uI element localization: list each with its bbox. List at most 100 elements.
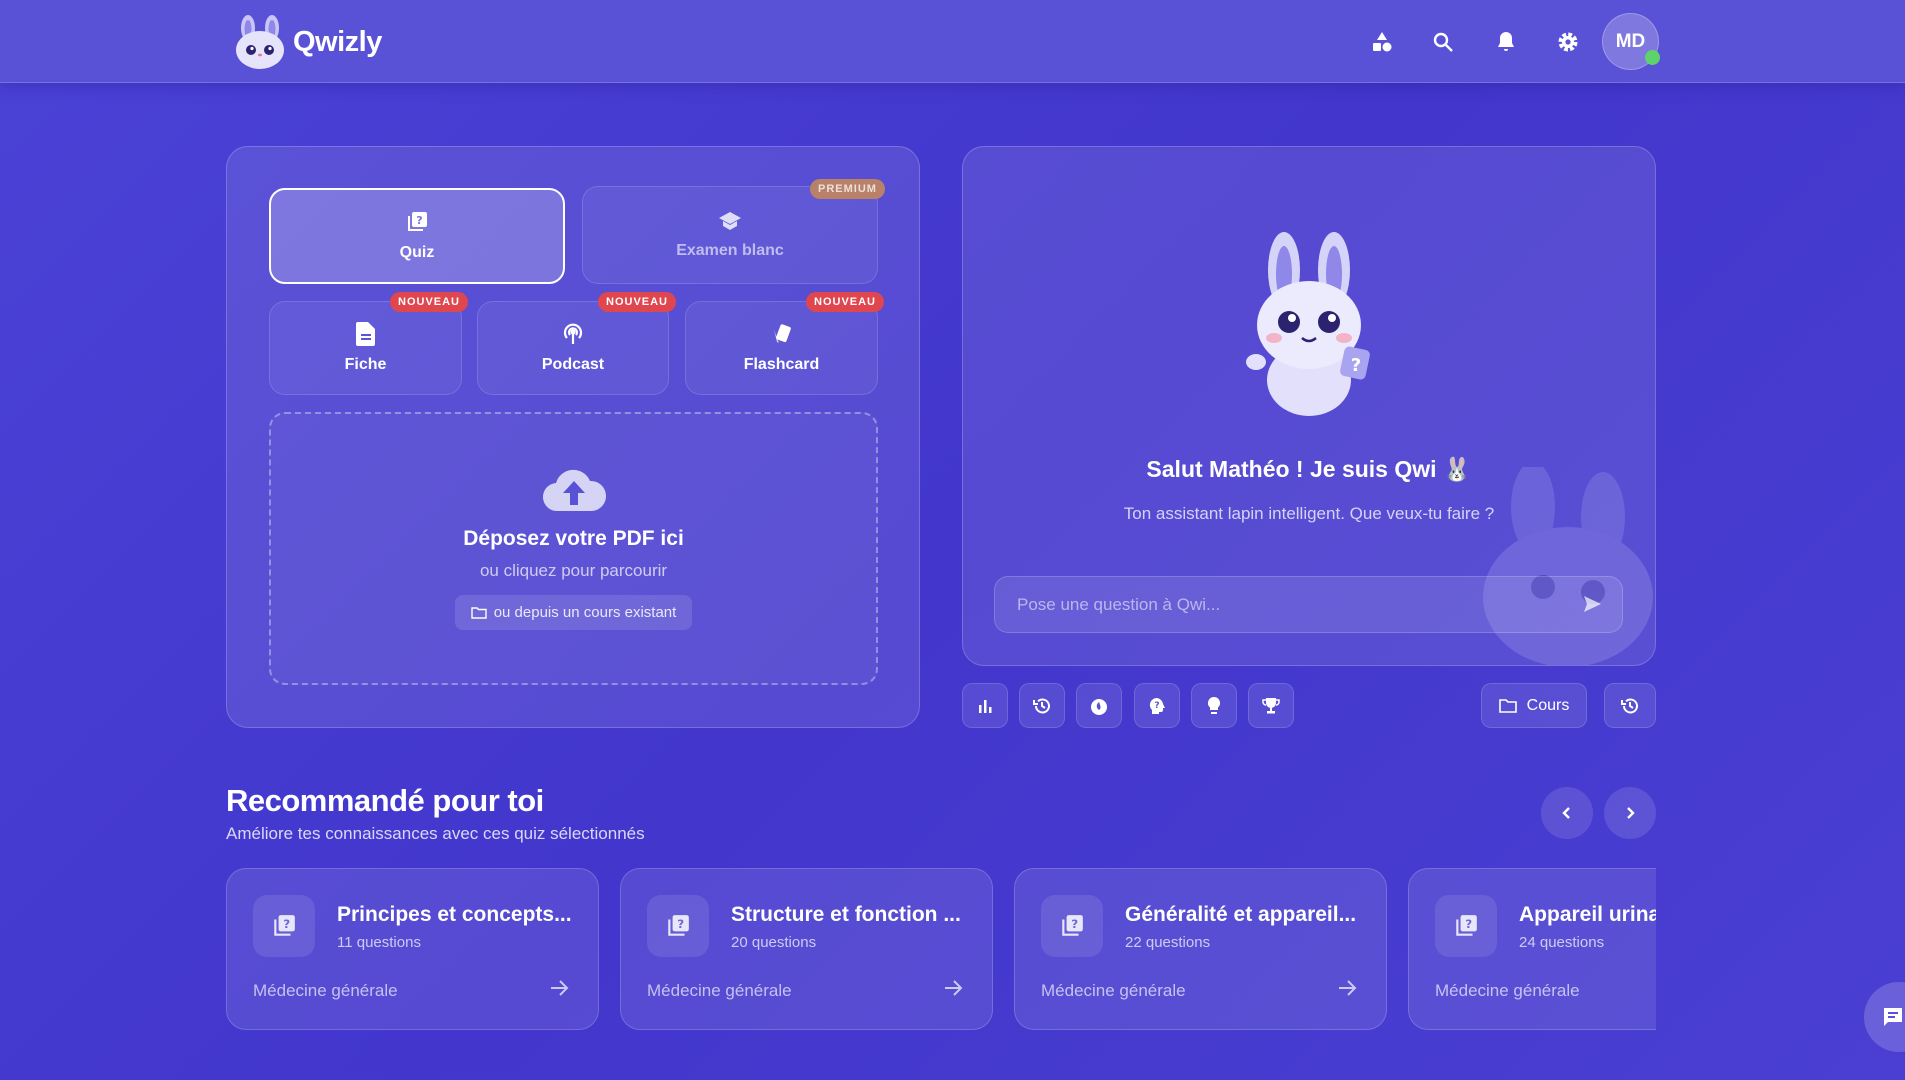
- cloud-upload-icon: [542, 469, 606, 512]
- history-button[interactable]: [1019, 683, 1065, 728]
- fire-icon: [1091, 698, 1107, 715]
- assistant-subtitle: Ton assistant lapin intelligent. Que veu…: [1123, 504, 1495, 523]
- existing-course-button[interactable]: ou depuis un cours existant: [454, 595, 693, 630]
- quiz-card[interactable]: ? Appareil urina 24 questions Médecine g…: [1408, 868, 1656, 1030]
- cards-icon: [773, 324, 791, 343]
- brain-quiz-button[interactable]: ?: [1134, 683, 1180, 728]
- arrow-right-icon[interactable]: [942, 977, 964, 1004]
- mode-fiche[interactable]: Fiche: [269, 301, 462, 395]
- quiz-icon: ?: [253, 895, 315, 957]
- mode-podcast[interactable]: Podcast: [477, 301, 669, 395]
- nouveau-badge: NOUVEAU: [806, 292, 885, 312]
- card-question-count: 20 questions: [731, 934, 817, 951]
- quiz-icon: ?: [1041, 895, 1103, 957]
- send-icon[interactable]: [1582, 594, 1602, 619]
- mode-examen-blanc[interactable]: Examen blanc: [582, 186, 878, 284]
- card-question-count: 11 questions: [337, 934, 421, 951]
- chat-icon: [1884, 1008, 1902, 1026]
- arrow-right-icon[interactable]: [548, 977, 570, 1004]
- card-category: Médecine générale: [1435, 981, 1580, 1000]
- brain-question-icon: ?: [1149, 697, 1165, 714]
- folder-icon: [470, 607, 487, 619]
- streak-button[interactable]: [1076, 683, 1122, 728]
- ask-qwi-input[interactable]: [994, 576, 1623, 633]
- graduation-cap-icon: [719, 212, 741, 230]
- recommended-subtitle: Améliore tes connaissances avec ces quiz…: [226, 824, 645, 843]
- history-icon: [1033, 698, 1050, 713]
- user-avatar[interactable]: MD: [1602, 13, 1660, 70]
- arrow-right-icon[interactable]: [1336, 977, 1358, 1004]
- drop-subtitle: ou cliquez pour parcourir: [479, 561, 668, 580]
- lightbulb-icon: [1207, 696, 1221, 714]
- bell-icon[interactable]: [1486, 22, 1526, 62]
- quiz-card[interactable]: ? Structure et fonction ... 20 questions…: [620, 868, 993, 1030]
- premium-badge: PREMIUM: [810, 179, 885, 199]
- svg-text:?: ?: [1351, 355, 1361, 376]
- shapes-icon[interactable]: [1362, 22, 1402, 62]
- carousel-prev-button[interactable]: [1541, 787, 1593, 839]
- online-status-dot: [1645, 50, 1660, 65]
- trophy-button[interactable]: [1248, 683, 1294, 728]
- card-title: Généralité et appareil...: [1125, 903, 1357, 926]
- svg-text:?: ?: [1465, 917, 1472, 931]
- gear-icon[interactable]: [1548, 22, 1588, 62]
- chevron-left-icon: [1562, 807, 1570, 819]
- card-category: Médecine générale: [1041, 981, 1186, 1000]
- mode-label: Examen blanc: [676, 242, 784, 259]
- stats-button[interactable]: [962, 683, 1008, 728]
- brand-name: Qwizly: [293, 25, 382, 58]
- mode-label: Quiz: [399, 244, 435, 261]
- mode-quiz[interactable]: ? Quiz: [269, 188, 565, 284]
- chevron-right-icon: [1627, 807, 1635, 819]
- brand-logo[interactable]: Qwizly: [233, 14, 382, 70]
- quiz-icon: ?: [647, 895, 709, 957]
- file-icon: [355, 322, 375, 346]
- svg-text:?: ?: [283, 917, 290, 931]
- card-category: Médecine générale: [647, 981, 792, 1000]
- svg-text:?: ?: [1154, 701, 1159, 711]
- mode-flashcard[interactable]: Flashcard: [685, 301, 878, 395]
- avatar-initials: MD: [1615, 30, 1646, 52]
- quiz-card[interactable]: ? Principes et concepts... 11 questions …: [226, 868, 599, 1030]
- card-question-count: 24 questions: [1519, 934, 1605, 951]
- card-title: Appareil urina: [1519, 903, 1656, 926]
- folder-icon: [1498, 699, 1517, 713]
- nouveau-badge: NOUVEAU: [390, 292, 469, 312]
- svg-text:?: ?: [416, 214, 422, 227]
- podcast-icon: [563, 323, 583, 344]
- svg-text:?: ?: [1071, 917, 1078, 931]
- tips-button[interactable]: [1191, 683, 1237, 728]
- existing-course-label: ou depuis un cours existant: [493, 604, 677, 621]
- card-category: Médecine générale: [253, 981, 398, 1000]
- cours-button[interactable]: Cours: [1481, 683, 1587, 728]
- pdf-dropzone[interactable]: Déposez votre PDF ici ou cliquez pour pa…: [269, 412, 878, 685]
- stats-icon: [979, 699, 992, 713]
- history-icon: [1621, 698, 1638, 713]
- card-title: Structure et fonction ...: [731, 903, 961, 926]
- nouveau-badge: NOUVEAU: [598, 292, 677, 312]
- top-header: Qwizly MD: [0, 0, 1905, 83]
- recommended-carousel: ? Principes et concepts... 11 questions …: [226, 868, 1656, 1038]
- carousel-next-button[interactable]: [1604, 787, 1656, 839]
- chat-fab-button[interactable]: [1864, 982, 1905, 1052]
- assistant-greeting: Salut Mathéo ! Je suis Qwi 🐰: [1146, 456, 1472, 482]
- create-panel: [226, 146, 920, 728]
- bunny-logo-icon: [236, 15, 284, 69]
- quiz-icon: ?: [408, 212, 427, 231]
- recommended-title: Recommandé pour toi: [226, 783, 544, 818]
- drop-title: Déposez votre PDF ici: [463, 527, 684, 550]
- chat-history-button[interactable]: [1604, 683, 1656, 728]
- cours-label: Cours: [1526, 696, 1570, 714]
- qwi-mascot-icon: ?: [1246, 232, 1370, 416]
- card-title: Principes et concepts...: [337, 903, 572, 926]
- trophy-icon: [1262, 697, 1280, 713]
- mode-label: Podcast: [541, 356, 605, 373]
- mode-label: Flashcard: [743, 356, 820, 373]
- quiz-icon: ?: [1435, 895, 1497, 957]
- search-icon[interactable]: [1423, 22, 1463, 62]
- card-question-count: 22 questions: [1125, 934, 1211, 951]
- svg-text:?: ?: [677, 917, 684, 931]
- quiz-card[interactable]: ? Généralité et appareil... 22 questions…: [1014, 868, 1387, 1030]
- bunny-watermark-icon: [1483, 467, 1653, 665]
- mode-label: Fiche: [344, 356, 387, 373]
